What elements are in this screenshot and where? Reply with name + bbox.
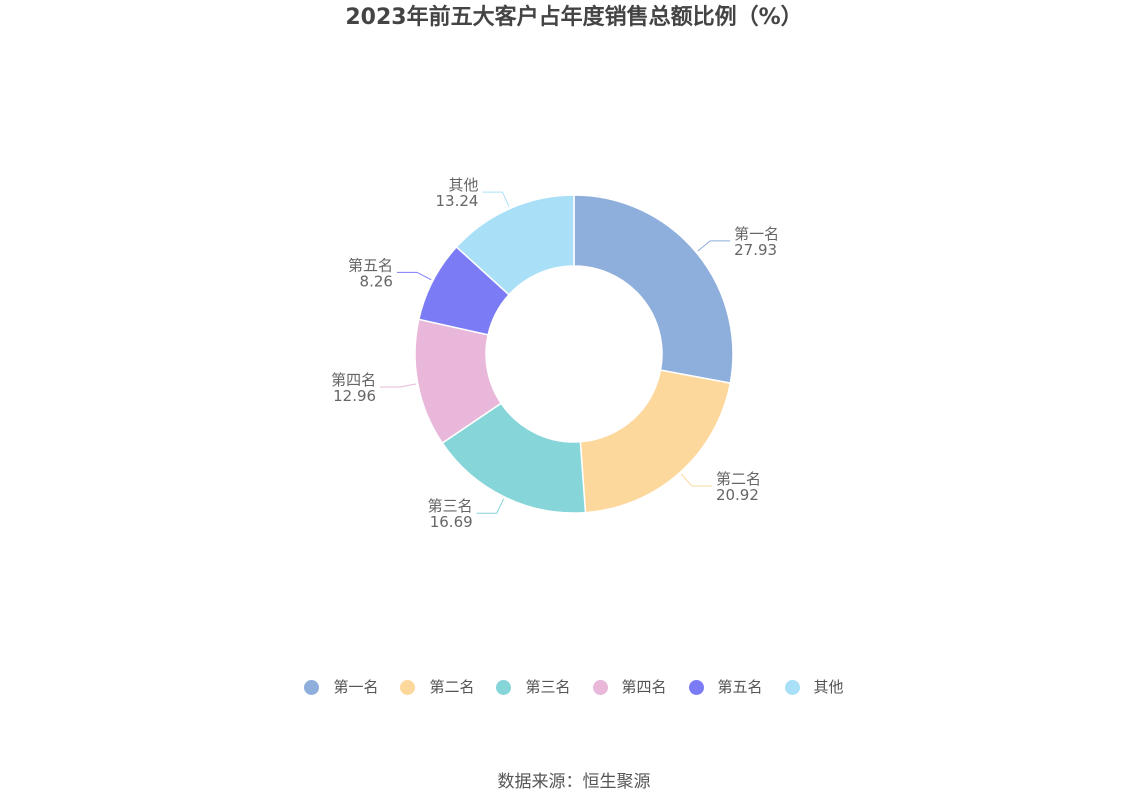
legend-dot-4 xyxy=(592,679,608,695)
leader-line-3 xyxy=(476,498,505,514)
legend-label-5: 第五名 xyxy=(717,678,763,696)
legend-dot-1 xyxy=(304,679,320,695)
legend-item-3[interactable]: 第三名 xyxy=(496,676,571,698)
source-note: 数据来源：恒生聚源 xyxy=(497,772,651,792)
slice-6[interactable] xyxy=(455,194,575,296)
legend: 第一名 第二名 第三名 第四名 第五名 其他 xyxy=(0,676,1148,698)
slice-1[interactable] xyxy=(573,194,734,384)
slice-label-name-5: 第五名 xyxy=(348,256,393,274)
slice-label-name-4: 第四名 xyxy=(331,371,376,389)
slice-label-name-2: 第二名 xyxy=(716,470,761,488)
legend-item-6[interactable]: 其他 xyxy=(784,676,844,698)
slice-label-value-2: 20.92 xyxy=(716,486,759,504)
slice-label-name-1: 第一名 xyxy=(734,225,779,243)
legend-item-2[interactable]: 第二名 xyxy=(400,676,474,698)
legend-label-4: 第四名 xyxy=(621,678,667,696)
slice-label-value-5: 8.26 xyxy=(360,272,393,290)
legend-label-1: 第一名 xyxy=(333,678,379,696)
legend-label-2: 第二名 xyxy=(429,678,475,696)
slices-group xyxy=(414,194,734,514)
slice-label-name-6: 其他 xyxy=(448,176,478,194)
leader-line-5 xyxy=(396,271,432,281)
leader-line-1 xyxy=(697,240,731,252)
legend-item-1[interactable]: 第一名 xyxy=(304,676,378,698)
leader-line-2 xyxy=(680,473,712,487)
legend-dot-5 xyxy=(688,679,704,695)
leader-line-6 xyxy=(482,191,510,207)
slice-label-value-1: 27.93 xyxy=(734,241,777,259)
legend-item-5[interactable]: 第五名 xyxy=(688,676,763,698)
legend-item-4[interactable]: 第四名 xyxy=(592,676,667,698)
slice-label-value-3: 16.69 xyxy=(430,513,473,531)
slice-label-value-4: 12.96 xyxy=(333,387,376,405)
leader-line-4 xyxy=(380,383,416,388)
legend-label-3: 第三名 xyxy=(525,678,571,696)
chart-title: 2023年前五大客户占年度销售总额比例（%） xyxy=(345,5,803,30)
slice-2[interactable] xyxy=(579,369,732,514)
legend-dot-6 xyxy=(784,679,800,695)
slice-label-value-6: 13.24 xyxy=(436,192,479,210)
legend-label-6: 其他 xyxy=(813,678,844,696)
slice-label-name-3: 第三名 xyxy=(428,497,473,515)
legend-dot-2 xyxy=(400,679,416,695)
legend-dot-3 xyxy=(496,679,512,695)
